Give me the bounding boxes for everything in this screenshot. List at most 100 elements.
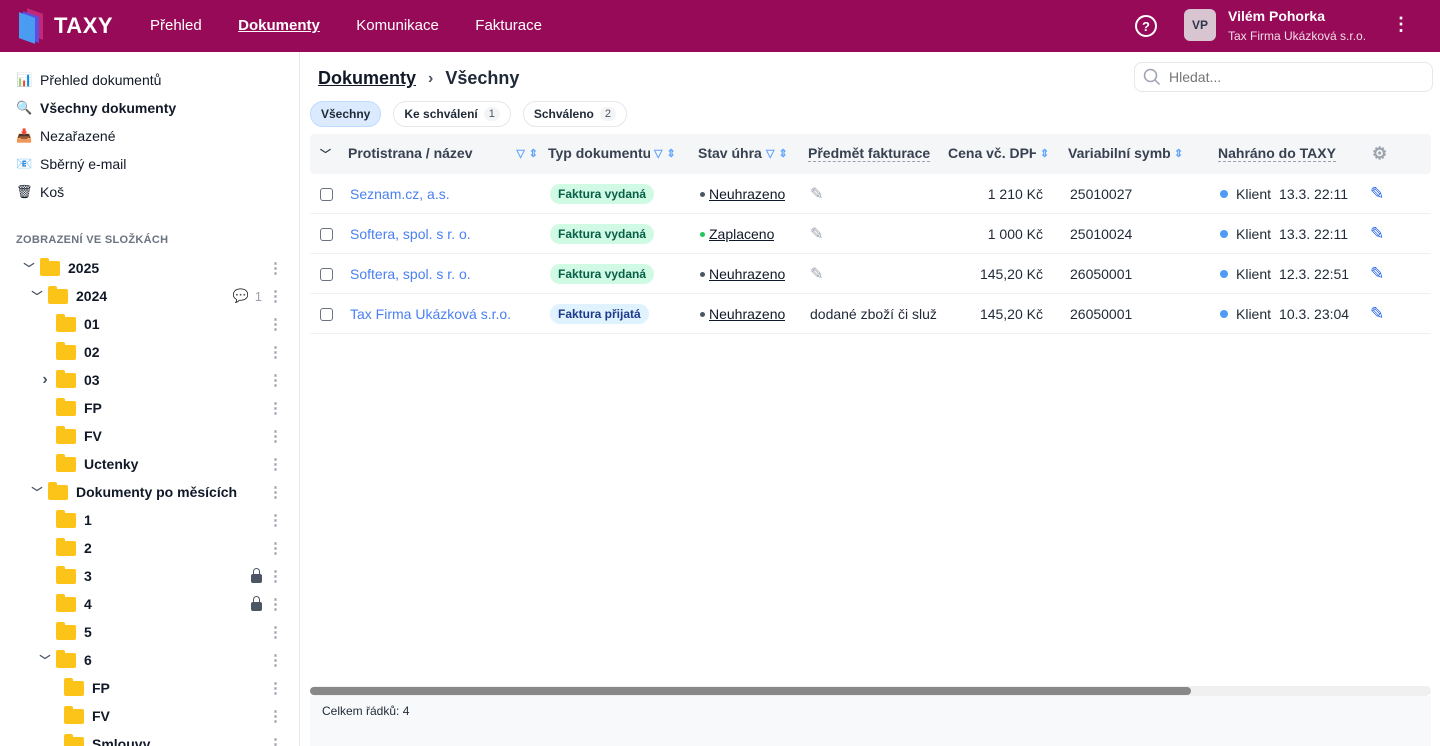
more-vertical-icon[interactable]: ⋮	[268, 456, 283, 473]
folder-node[interactable]: › 03 ⋮	[0, 366, 290, 394]
counterparty-link[interactable]: Softera, spol. s r. o.	[350, 266, 471, 282]
search-input[interactable]	[1169, 69, 1419, 85]
edit-icon[interactable]: ✎	[1370, 264, 1385, 283]
search-box[interactable]	[1134, 62, 1433, 92]
pencil-icon[interactable]: ✎	[810, 226, 824, 243]
filter-icon[interactable]: ▽	[516, 147, 525, 160]
avatar[interactable]: VP	[1184, 9, 1216, 41]
sort-icon[interactable]: ⇕	[778, 147, 788, 160]
sort-icon[interactable]: ⇕	[1174, 147, 1184, 160]
column-header[interactable]: Předmět fakturace	[808, 145, 931, 162]
more-vertical-icon[interactable]: ⋮	[268, 624, 283, 641]
folder-node[interactable]: ﹀ 2025 ⋮	[0, 254, 290, 282]
sidebar-item[interactable]: 📧 Sběrný e-mail	[16, 156, 126, 172]
table-row[interactable]: Softera, spol. s r. o. Faktura vydaná Neuh…	[310, 254, 1431, 294]
folder-node[interactable]: 01 ⋮	[0, 310, 290, 338]
folder-node[interactable]: 2 ⋮	[0, 534, 290, 562]
chevron-down-icon[interactable]: ﹀	[31, 487, 43, 499]
filter-icon[interactable]: ▽	[654, 147, 663, 160]
more-vertical-icon[interactable]: ⋮	[268, 512, 283, 529]
sidebar-item[interactable]: 📥 Nezařazené	[16, 128, 116, 144]
folder-node[interactable]: FV ⋮	[0, 422, 290, 450]
sidebar-item[interactable]: 📊 Přehled dokumentů	[16, 72, 161, 88]
help-icon[interactable]: ?	[1135, 15, 1157, 37]
more-vertical-icon[interactable]: ⋮	[268, 596, 283, 613]
more-vertical-icon[interactable]: ⋮	[1392, 14, 1410, 34]
column-header[interactable]: Cena vč. DPH ⇕	[948, 145, 1049, 161]
payment-status-link[interactable]: Zaplaceno	[709, 226, 775, 242]
edit-icon[interactable]: ✎	[1370, 224, 1385, 243]
settings-gear-icon[interactable]: ⚙	[1372, 144, 1388, 163]
filter-chip[interactable]: Ke schválení 1	[393, 101, 511, 127]
more-vertical-icon[interactable]: ⋮	[268, 428, 283, 445]
sort-icon[interactable]: ⇕	[666, 147, 676, 160]
row-checkbox[interactable]	[320, 227, 333, 241]
more-vertical-icon[interactable]: ⋮	[268, 260, 283, 277]
payment-status-link[interactable]: Neuhrazeno	[709, 186, 786, 202]
sidebar-item[interactable]: 🗑 Koš	[16, 184, 64, 200]
nav-komunikace[interactable]: Komunikace	[356, 17, 439, 34]
select-all-chevron-icon[interactable]: ﹀	[320, 149, 331, 161]
nav-prehled[interactable]: Přehled	[150, 17, 202, 34]
more-vertical-icon[interactable]: ⋮	[268, 540, 283, 557]
payment-status-link[interactable]: Neuhrazeno	[709, 306, 786, 322]
folder-node[interactable]: Smlouvy ⋮	[0, 730, 290, 746]
folder-node[interactable]: FV ⋮	[0, 702, 290, 730]
logo[interactable]: TAXY	[18, 8, 130, 44]
row-checkbox[interactable]	[320, 307, 333, 321]
breadcrumb-root[interactable]: Dokumenty	[318, 68, 417, 88]
more-vertical-icon[interactable]: ⋮	[268, 372, 283, 389]
counterparty-link[interactable]: Seznam.cz, a.s.	[350, 186, 450, 202]
filter-icon[interactable]: ▽	[766, 147, 775, 160]
table-row[interactable]: Softera, spol. s r. o. Faktura vydaná Zapl…	[310, 214, 1431, 254]
sort-icon[interactable]: ⇕	[528, 147, 538, 160]
filter-chip[interactable]: Všechny	[310, 101, 382, 127]
folder-node[interactable]: ﹀ Dokumenty po měsících ⋮	[0, 478, 290, 506]
payment-status-link[interactable]: Neuhrazeno	[709, 266, 786, 282]
more-vertical-icon[interactable]: ⋮	[268, 316, 283, 333]
scrollbar-thumb[interactable]	[310, 687, 1191, 695]
more-vertical-icon[interactable]: ⋮	[1398, 305, 1404, 323]
filter-chip[interactable]: Schváleno 2	[522, 101, 628, 127]
more-vertical-icon[interactable]: ⋮	[268, 568, 283, 585]
folder-node[interactable]: FP ⋮	[0, 674, 290, 702]
folder-node[interactable]: Uctenky ⋮	[0, 450, 290, 478]
more-vertical-icon[interactable]: ⋮	[268, 288, 283, 305]
nav-dokumenty[interactable]: Dokumenty	[238, 17, 320, 34]
folder-node[interactable]: ﹀ 2024 💬 1 ⋮	[0, 282, 290, 310]
chevron-down-icon[interactable]: ﹀	[31, 291, 43, 303]
table-row[interactable]: Seznam.cz, a.s. Faktura vydaná Neuhrazeno ✎…	[310, 174, 1431, 214]
column-header[interactable]: Stav úhrady ▽⇕	[698, 145, 788, 161]
row-checkbox[interactable]	[320, 187, 333, 201]
column-header[interactable]: Nahráno do TAXY	[1218, 145, 1336, 162]
folder-node[interactable]: 5 ⋮	[0, 618, 290, 646]
folder-node[interactable]: 3 ⋮	[0, 562, 290, 590]
more-vertical-icon[interactable]: ⋮	[268, 484, 283, 501]
column-header[interactable]: Typ dokumentu ▽ ⇕	[548, 145, 676, 161]
chevron-down-icon[interactable]: ﹀	[39, 655, 51, 667]
column-header[interactable]: Variabilní symbol ⇕	[1068, 145, 1183, 161]
folder-node[interactable]: 02 ⋮	[0, 338, 290, 366]
more-vertical-icon[interactable]: ⋮	[268, 652, 283, 669]
folder-node[interactable]: ﹀ 6 ⋮	[0, 646, 290, 674]
edit-icon[interactable]: ✎	[1370, 304, 1385, 323]
folder-node[interactable]: FP ⋮	[0, 394, 290, 422]
sort-icon[interactable]: ⇕	[1040, 147, 1050, 160]
table-row[interactable]: Tax Firma Ukázková s.r.o. Faktura přijatá…	[310, 294, 1431, 334]
folder-node[interactable]: 1 ⋮	[0, 506, 290, 534]
row-checkbox[interactable]	[320, 267, 333, 281]
more-vertical-icon[interactable]: ⋮	[268, 344, 283, 361]
folder-node[interactable]: 4 ⋮	[0, 590, 290, 618]
column-header[interactable]: Protistrana / název ▽ ⇕	[348, 145, 538, 161]
more-vertical-icon[interactable]: ⋮	[1398, 265, 1404, 283]
more-vertical-icon[interactable]: ⋮	[268, 736, 283, 746]
pencil-icon[interactable]: ✎	[810, 186, 824, 203]
more-vertical-icon[interactable]: ⋮	[268, 708, 283, 725]
more-vertical-icon[interactable]: ⋮	[268, 400, 283, 417]
edit-icon[interactable]: ✎	[1370, 184, 1385, 203]
counterparty-link[interactable]: Softera, spol. s r. o.	[350, 226, 471, 242]
chevron-down-icon[interactable]: ﹀	[23, 263, 35, 275]
counterparty-link[interactable]: Tax Firma Ukázková s.r.o.	[350, 306, 512, 322]
chevron-right-icon[interactable]: ›	[42, 371, 48, 388]
more-vertical-icon[interactable]: ⋮	[268, 680, 283, 697]
